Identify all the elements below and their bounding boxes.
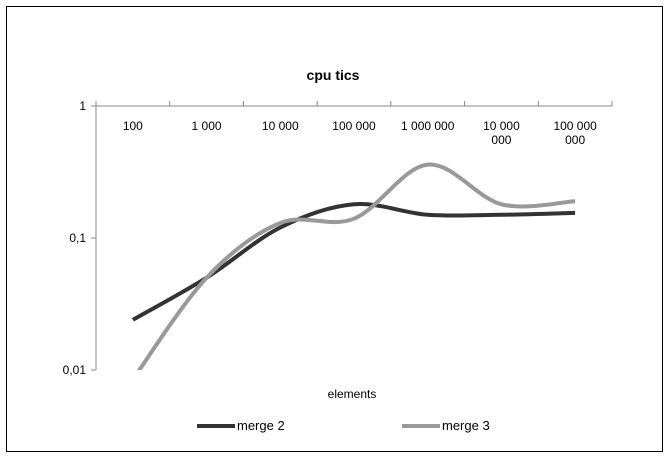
x-tick-label: 100 000 (332, 119, 376, 133)
x-tick-label: 10 000 000 (483, 119, 520, 147)
axes: 1 0,1 0,01 100 1 000 10 000 100 000 1 000 000 10… (63, 99, 613, 377)
x-axis-title: elements (328, 387, 377, 401)
y-tick-label: 1 (79, 99, 86, 113)
chart-title: cpu tics (307, 67, 360, 83)
chart-frame (6, 6, 663, 452)
legend-label-merge-2: merge 2 (237, 418, 285, 433)
x-tick-label: 1 000 (192, 119, 222, 133)
x-tick-label: 100 (123, 119, 143, 133)
x-tick-label: 1 000 000 (401, 119, 455, 133)
y-tick-label: 0,01 (63, 363, 87, 377)
legend: merge 2 merge 3 (197, 418, 490, 433)
y-tick-label: 0,1 (69, 231, 86, 245)
series-line-merge-2 (131, 202, 576, 322)
x-tick-label: 10 000 (262, 119, 299, 133)
x-tick-label: 100 000 000 (553, 119, 597, 147)
series-layer (131, 162, 576, 370)
series-line-merge-3 (136, 162, 576, 370)
legend-label-merge-3: merge 3 (442, 418, 490, 433)
